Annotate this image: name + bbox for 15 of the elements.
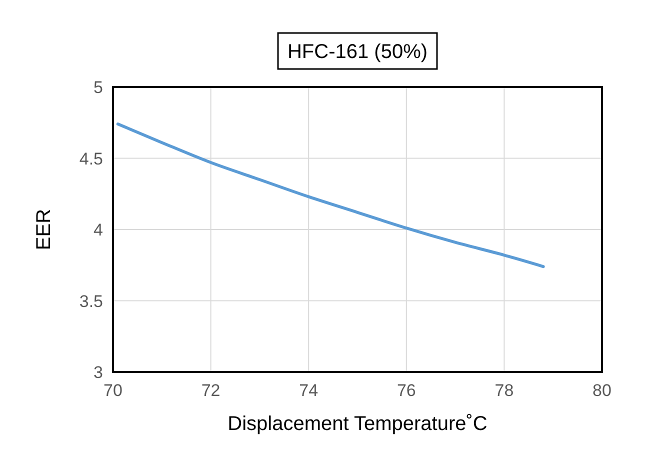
y-tick-label: 3 — [94, 363, 103, 382]
x-tick-label: 72 — [201, 381, 220, 400]
chart-title: HFC-161 (50%) — [287, 41, 428, 63]
x-tick-label: 74 — [299, 381, 318, 400]
x-tick-label: 76 — [396, 381, 416, 400]
y-tick-label: 5 — [94, 78, 103, 97]
line-series — [116, 122, 545, 268]
y-tick-label: 4 — [94, 220, 103, 240]
y-tick-label: 3.5 — [79, 292, 103, 311]
y-axis-title: EER — [33, 208, 55, 250]
x-axis-title: Displacement Temperature˚C — [228, 413, 488, 435]
x-tick-label: 80 — [592, 381, 612, 400]
x-tick-label: 70 — [104, 381, 122, 400]
x-tick-label: 78 — [494, 381, 514, 400]
y-tick-label: 4.5 — [79, 149, 103, 168]
